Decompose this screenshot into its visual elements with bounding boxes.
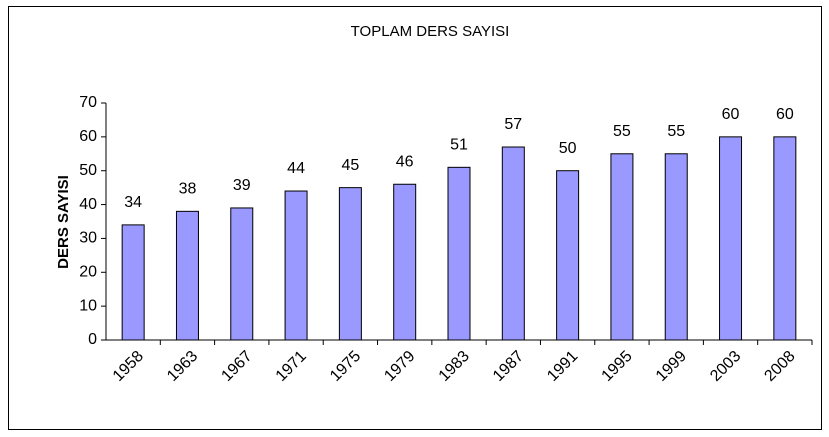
value-label: 34	[124, 194, 142, 211]
bar	[284, 190, 308, 341]
y-tick-label: 30	[79, 230, 97, 247]
bar	[121, 224, 145, 341]
y-tick-label: 10	[79, 297, 97, 314]
y-axis-title: DERS SAYISI	[55, 175, 72, 269]
value-label: 44	[287, 160, 305, 177]
bar	[447, 166, 471, 341]
bar	[719, 136, 743, 341]
value-label: 45	[341, 157, 359, 174]
y-tick-label: 40	[79, 196, 97, 213]
y-tick-label: 60	[79, 128, 97, 145]
bar	[230, 207, 254, 341]
y-tick-label: 20	[79, 264, 97, 281]
y-tick-label: 0	[88, 331, 97, 348]
value-label: 38	[179, 181, 197, 198]
value-label: 55	[667, 123, 685, 140]
value-label: 60	[722, 106, 740, 123]
value-label: 51	[450, 137, 468, 154]
bar	[393, 183, 417, 341]
bar	[338, 187, 362, 341]
y-tick-label: 50	[79, 162, 97, 179]
value-label: 57	[504, 116, 522, 133]
value-label: 39	[233, 177, 251, 194]
bar	[664, 153, 688, 341]
y-tick-label: 70	[79, 94, 97, 111]
value-label: 46	[396, 153, 414, 170]
value-label: 60	[776, 106, 794, 123]
value-label: 55	[613, 123, 631, 140]
bar	[556, 170, 580, 341]
bar	[773, 136, 797, 341]
value-label: 50	[559, 140, 577, 157]
bar	[501, 146, 525, 341]
bar	[175, 210, 199, 341]
bar	[610, 153, 634, 341]
chart-title: TOPLAM DERS SAYISI	[351, 23, 510, 40]
